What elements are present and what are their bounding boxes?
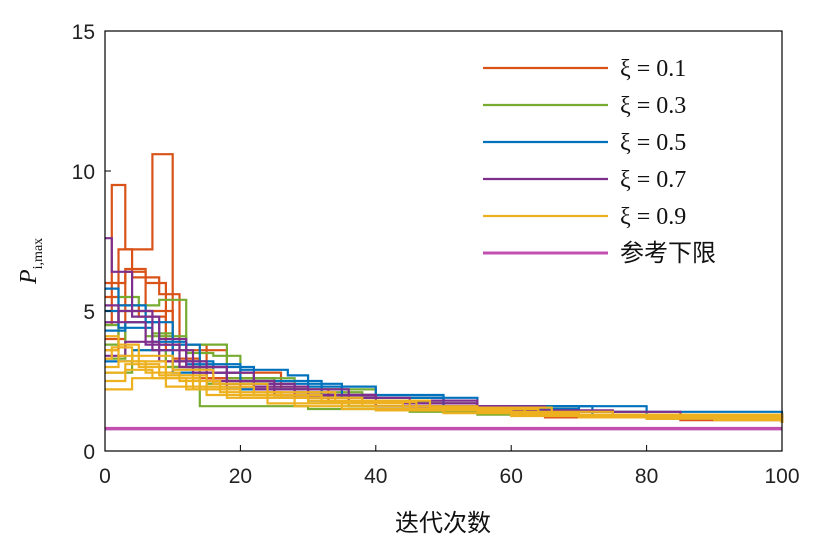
x-tick-label: 0 bbox=[99, 465, 111, 488]
series-line-5-run-7 bbox=[105, 346, 784, 423]
y-tick-label: 15 bbox=[72, 21, 95, 44]
legend-label: ξ = 0.5 bbox=[620, 130, 686, 156]
legend-label: ξ = 0.9 bbox=[620, 204, 686, 230]
x-tick-label: 40 bbox=[364, 465, 387, 488]
y-axis-title-subscript: i,max bbox=[31, 238, 46, 270]
legend-label: ξ = 0.7 bbox=[620, 167, 686, 193]
x-tick-label: 100 bbox=[764, 465, 799, 488]
x-tick-label: 20 bbox=[229, 465, 252, 488]
y-tick-label: 0 bbox=[83, 441, 95, 464]
legend-label: ξ = 0.1 bbox=[620, 56, 686, 82]
x-axis-title: 迭代次数 bbox=[395, 509, 491, 537]
y-tick-label: 5 bbox=[83, 301, 95, 324]
x-tick-label: 80 bbox=[635, 465, 658, 488]
legend-label: 参考下限 bbox=[620, 240, 716, 267]
svg-text:Pi,max: Pi,max bbox=[16, 238, 46, 285]
x-tick-label: 60 bbox=[500, 465, 523, 488]
plot-frame bbox=[104, 30, 783, 452]
series-line-5-run-5 bbox=[105, 335, 784, 422]
y-axis-title-main: P bbox=[16, 269, 42, 285]
plot-lines bbox=[105, 153, 784, 431]
y-axis-title: Pi,max bbox=[16, 238, 46, 285]
y-axis: 0 5 10 15 bbox=[72, 21, 111, 464]
x-axis: 0 20 40 60 80 100 bbox=[99, 445, 800, 488]
legend-label: ξ = 0.3 bbox=[620, 93, 686, 119]
series-line-5-run-6 bbox=[105, 363, 784, 423]
legend: ξ = 0.1 ξ = 0.3 ξ = 0.5 ξ = 0.7 ξ = 0.9 参考下限 bbox=[483, 56, 716, 267]
y-tick-label: 10 bbox=[72, 161, 95, 184]
